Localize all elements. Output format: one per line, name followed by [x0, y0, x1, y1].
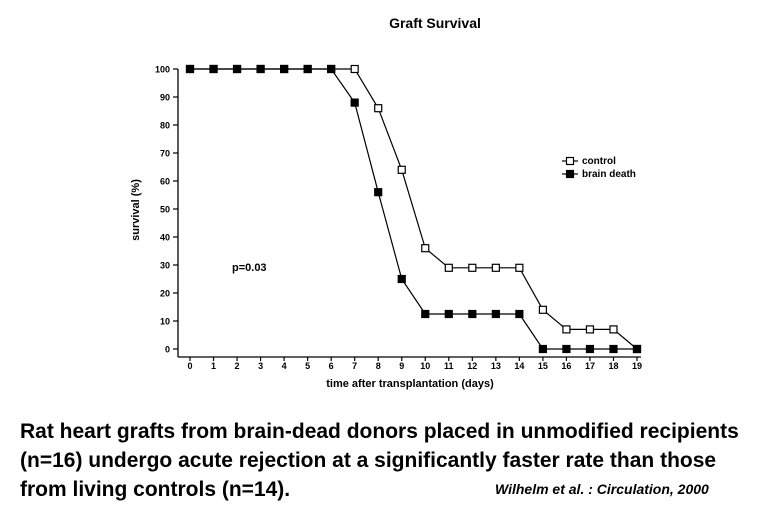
chart-title: Graft Survival: [389, 15, 481, 31]
point-control: [491, 263, 500, 272]
point-brain-death: [515, 309, 524, 319]
x-tick-label: 8: [376, 361, 381, 371]
point-control: [609, 325, 618, 334]
x-tick-label: 16: [561, 361, 571, 371]
x-tick-label: 17: [585, 361, 595, 371]
y-tick-label: 100: [155, 65, 170, 75]
point-brain-death: [374, 188, 383, 197]
x-tick-label: 0: [187, 361, 192, 371]
point-control: [421, 244, 430, 253]
y-tick-label: 80: [160, 121, 170, 131]
x-tick-label: 13: [491, 361, 501, 371]
point-control: [562, 325, 571, 334]
x-axis-label: time after transplantation (days): [326, 378, 494, 390]
figure-caption: Rat heart grafts from brain-dead donors …: [20, 420, 739, 501]
point-control: [350, 64, 359, 74]
point-control: [444, 263, 453, 272]
point-brain-death: [609, 344, 618, 354]
legend: control brain death: [562, 156, 636, 180]
point-brain-death: [444, 309, 453, 319]
point-brain-death: [209, 64, 218, 74]
x-tick-label: 6: [329, 361, 334, 371]
point-brain-death: [468, 309, 477, 319]
x-tick-label: 1: [211, 361, 216, 371]
x-tick-label: 18: [608, 361, 618, 371]
x-tick-label: 15: [538, 361, 548, 371]
point-brain-death: [397, 274, 406, 284]
point-brain-death: [538, 344, 547, 354]
point-brain-death: [280, 64, 289, 74]
x-tick-label: 14: [514, 361, 524, 371]
y-tick-label: 40: [160, 233, 170, 243]
point-brain-death: [491, 309, 500, 319]
series-layer: [185, 64, 642, 354]
point-brain-death: [585, 344, 595, 354]
y-tick-label: 0: [165, 345, 170, 355]
y-tick-label: 90: [160, 93, 170, 103]
x-tick-label: 12: [467, 361, 477, 371]
point-brain-death: [256, 64, 265, 74]
y-tick-label: 30: [160, 261, 170, 271]
y-tick-label: 50: [160, 205, 170, 215]
point-control: [374, 104, 383, 113]
x-tick-label: 11: [444, 361, 454, 371]
x-tick-label: 10: [420, 361, 430, 371]
legend-brain-death-label: brain death: [582, 169, 636, 180]
y-axis-label: survival (%): [130, 179, 142, 241]
point-brain-death: [421, 309, 430, 319]
legend-control-label: control: [582, 156, 616, 167]
point-control: [515, 263, 524, 272]
x-tick-label: 2: [235, 361, 240, 371]
citation: Wilhelm et al. : Circulation, 2000: [495, 481, 709, 497]
point-brain-death: [350, 98, 359, 107]
x-tick-label: 9: [399, 361, 404, 371]
series-line-control: [190, 68, 638, 350]
y-tick-label: 10: [160, 317, 170, 327]
legend-brain-death-marker: [565, 169, 575, 179]
point-brain-death: [632, 344, 642, 354]
x-tick-label: 4: [282, 361, 287, 371]
point-brain-death: [562, 344, 571, 354]
point-brain-death: [327, 64, 336, 74]
legend-control-marker: [565, 156, 575, 166]
x-tick-label: 19: [632, 361, 642, 371]
x-tick-label: 3: [258, 361, 263, 371]
point-brain-death: [232, 64, 242, 74]
point-control: [585, 325, 595, 334]
point-control: [397, 165, 406, 174]
x-tick-label: 7: [352, 361, 357, 371]
point-control: [468, 263, 477, 272]
y-tick-label: 70: [160, 149, 170, 159]
y-tick-label: 60: [160, 177, 170, 187]
point-control: [538, 305, 547, 314]
point-brain-death: [303, 64, 312, 74]
x-tick-label: 5: [305, 361, 310, 371]
y-tick-label: 20: [160, 289, 170, 299]
point-brain-death: [185, 64, 195, 74]
p-value-annotation: p=0.03: [232, 262, 267, 274]
